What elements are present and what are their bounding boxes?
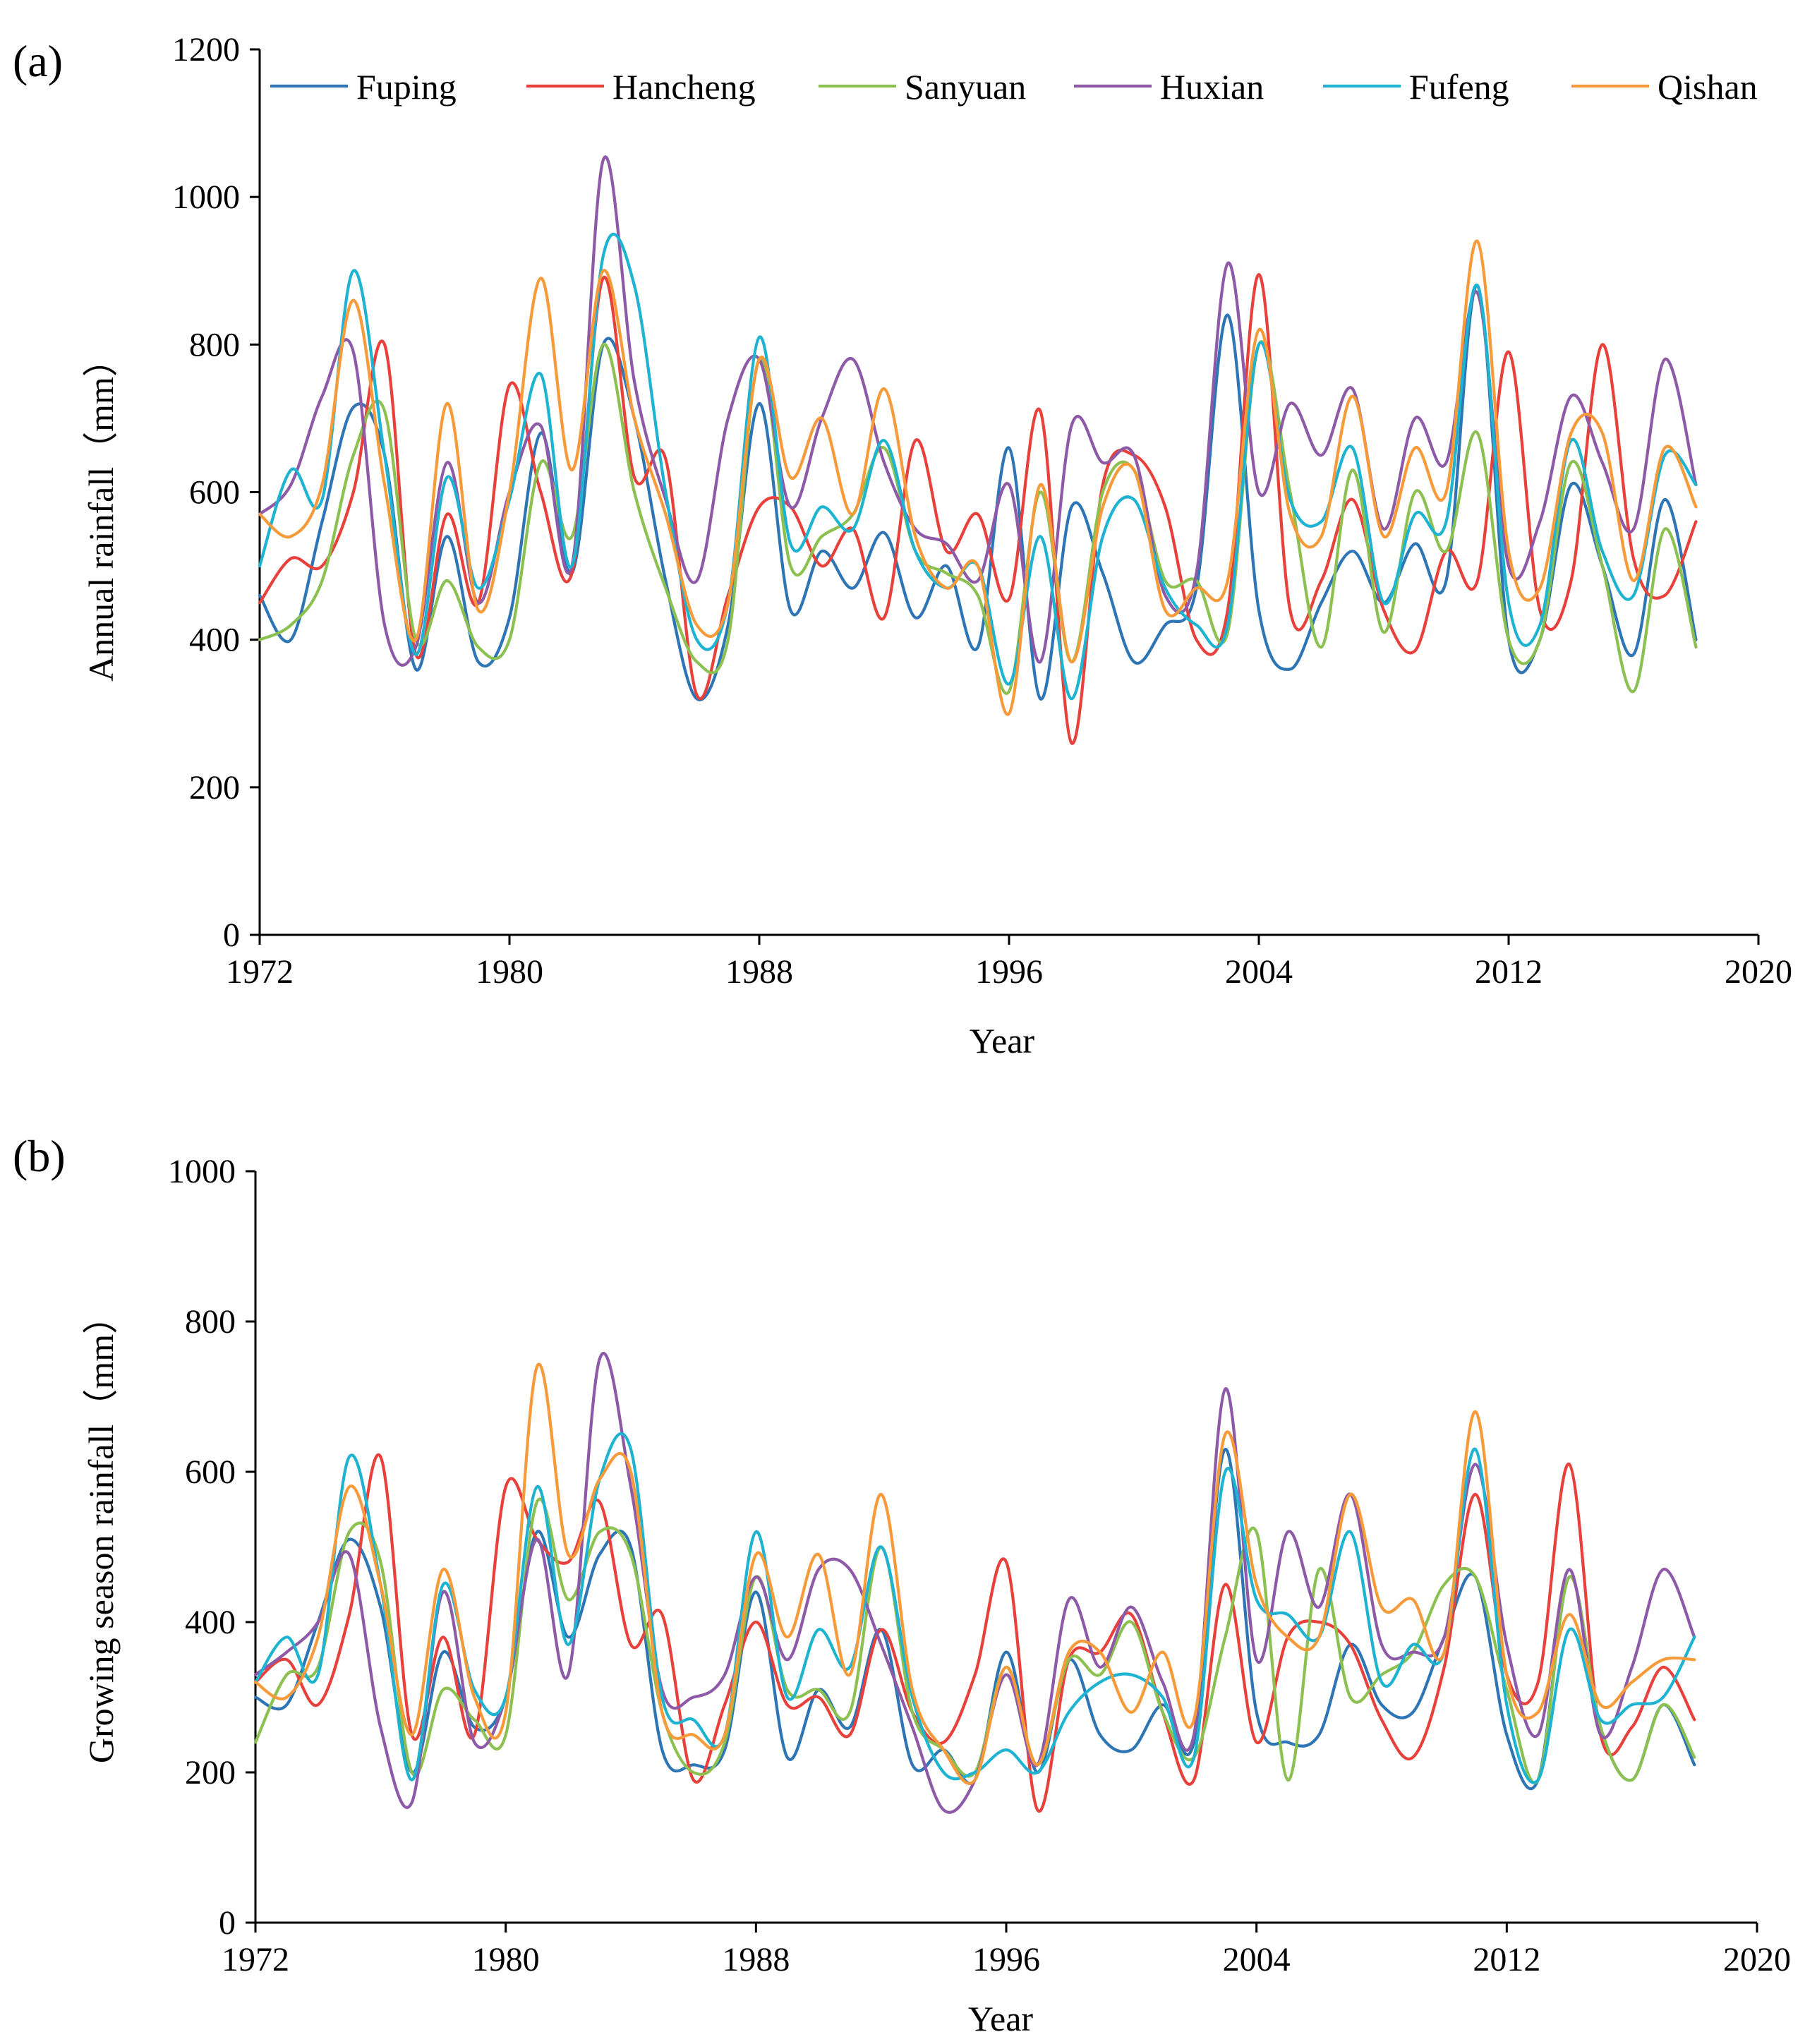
legend-label-qishan: Qishan [1658, 67, 1758, 107]
y-tick-label: 600 [185, 1453, 236, 1491]
legend-label-huxian: Huxian [1160, 67, 1264, 107]
y-tick-label: 400 [185, 1604, 236, 1641]
x-tick-label: 2012 [1473, 1941, 1540, 1978]
legend: Fuping Hancheng Sanyuan Huxian Fufeng Qishan [270, 67, 1758, 107]
series-line-qishan [253, 1362, 1696, 1785]
y-tick-label: 600 [189, 474, 240, 512]
series-line-hancheng [258, 272, 1698, 745]
series-line-qishan [258, 239, 1698, 716]
axes-b: 0 200 400 600 800 1000 1972 1980 1988 1996 2004 201… [168, 1153, 1791, 1978]
x-axis-title-b: Year [968, 1999, 1033, 2038]
y-tick-label: 1200 [172, 31, 240, 68]
x-axis-title-a: Year [970, 1021, 1034, 1060]
x-tick-label: 1980 [476, 953, 543, 991]
y-tick-label: 0 [219, 1904, 236, 1942]
panel-b: (b) 0 200 400 600 800 1000 1972 1980 1988 1996 200… [13, 1131, 1791, 2038]
y-tick-label: 1000 [168, 1153, 236, 1190]
legend-label-hancheng: Hancheng [612, 67, 756, 107]
series-lines-b [253, 1352, 1696, 1814]
y-tick-label: 800 [185, 1303, 236, 1341]
y-tick-label: 800 [189, 326, 240, 363]
x-tick-label: 2004 [1225, 953, 1293, 991]
x-tick-label: 1988 [725, 953, 793, 991]
y-tick-label: 200 [189, 769, 240, 806]
x-tick-label: 1996 [975, 953, 1043, 991]
x-tick-label: 2004 [1223, 1941, 1291, 1978]
panel-label-b: (b) [13, 1131, 66, 1181]
x-tick-label: 1972 [226, 953, 294, 991]
x-tick-label: 1996 [972, 1941, 1040, 1978]
x-tick-label: 1988 [722, 1941, 790, 1978]
y-axis-title-b: Growing season rainfall（mm） [81, 1299, 121, 1763]
x-tick-label: 2012 [1475, 953, 1543, 991]
y-axis-title-a: Annual rainfall（mm） [81, 341, 121, 682]
y-tick-label: 400 [189, 622, 240, 659]
y-tick-label: 1000 [172, 179, 240, 216]
series-lines-a [258, 155, 1698, 745]
y-tick-label: 200 [185, 1754, 236, 1791]
y-tick-label: 0 [223, 917, 240, 954]
x-tick-label: 2020 [1725, 953, 1792, 991]
axes-a: 0 200 400 600 800 1000 1200 1972 1980 1988 1996 200… [172, 31, 1792, 991]
x-tick-label: 1980 [472, 1941, 540, 1978]
panel-label-a: (a) [13, 36, 63, 86]
x-tick-label: 2020 [1723, 1941, 1791, 1978]
legend-label-fuping: Fuping [356, 67, 457, 107]
legend-label-fufeng: Fufeng [1409, 67, 1509, 107]
legend-label-sanyuan: Sanyuan [905, 67, 1026, 107]
x-tick-label: 1972 [222, 1941, 289, 1978]
panel-a: (a) 0 200 400 600 800 1000 1200 1972 1980 1988 199… [13, 31, 1792, 1060]
